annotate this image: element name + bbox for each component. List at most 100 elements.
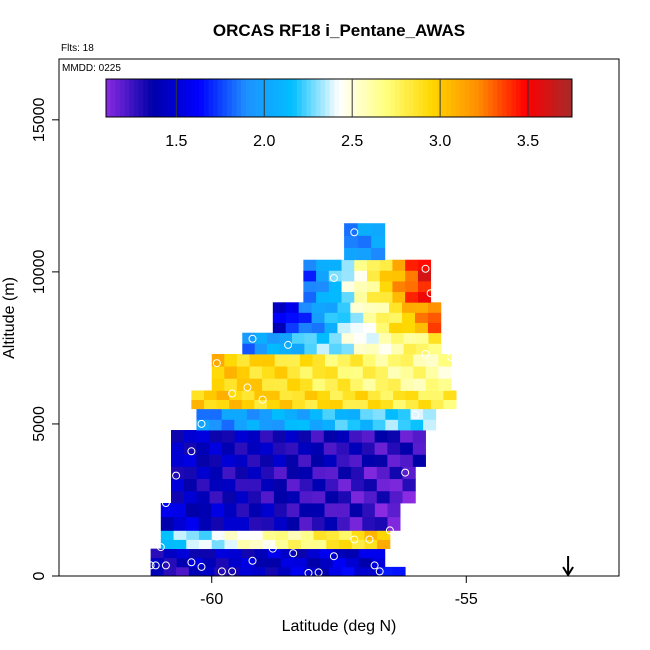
heatmap-cell: [374, 454, 388, 467]
colorbar-segment: [380, 79, 387, 117]
sample-point: [212, 532, 221, 541]
heatmap-cell: [209, 419, 223, 431]
heatmap-cell: [341, 566, 355, 577]
colorbar-segment: [399, 79, 405, 117]
heatmap-cell: [249, 530, 264, 540]
heatmap-cell: [349, 516, 363, 531]
heatmap-cell: [374, 503, 388, 518]
heatmap-cell: [341, 343, 355, 355]
heatmap-cell: [362, 516, 376, 531]
sample-point: [329, 552, 338, 561]
heatmap-cell: [350, 302, 364, 313]
heatmap-cell: [336, 442, 350, 455]
heatmap-cell: [311, 503, 325, 518]
heatmap-cell: [150, 566, 164, 577]
sample-point: [411, 410, 420, 419]
heatmap-cell: [402, 312, 416, 323]
heatmap-cell: [360, 408, 374, 420]
heatmap-cell: [371, 557, 386, 568]
sample-point: [161, 561, 170, 570]
colorbar-segment: [245, 79, 251, 117]
heatmap-cell: [376, 478, 391, 492]
heatmap-cell: [183, 478, 198, 492]
heatmap-cell: [410, 419, 424, 431]
heatmap-cell: [303, 291, 317, 303]
heatmap-cell: [241, 390, 255, 401]
heatmap-cell: [427, 302, 442, 313]
heatmap-cell: [400, 378, 414, 391]
heatmap-cell: [272, 419, 285, 431]
heatmap-cell: [236, 366, 250, 379]
heatmap-cell: [385, 419, 399, 431]
heatmap-cell: [242, 343, 256, 355]
heatmap-cell: [311, 322, 325, 334]
heatmap-cell: [248, 503, 262, 518]
heatmap-cell: [224, 530, 238, 540]
heatmap-cell: [430, 399, 444, 410]
heatmap-cell: [247, 430, 261, 443]
heatmap-cell: [273, 478, 288, 492]
colorbar-tick-label: 1.5: [165, 133, 187, 150]
heatmap-cell: [332, 548, 347, 559]
heatmap-cell: [211, 516, 225, 531]
heatmap-cell: [425, 353, 439, 367]
heatmap-cell: [379, 270, 393, 282]
heatmap-cell: [248, 466, 262, 480]
heatmap-cell: [234, 408, 248, 420]
heatmap-cell: [163, 548, 178, 559]
heatmap-cell: [350, 378, 364, 391]
y-axis: 0 5000 10000 15000: [31, 97, 59, 580]
sample-point: [151, 561, 160, 570]
colorbar-segment: [520, 79, 526, 117]
heatmap-cell: [325, 366, 339, 379]
heatmap-cell: [362, 366, 376, 379]
colorbar-segment: [166, 79, 172, 117]
heatmap-cell: [357, 247, 372, 261]
heatmap-cell: [280, 557, 295, 568]
heatmap-cell: [221, 419, 235, 431]
heatmap-cell: [400, 442, 414, 455]
colorbar-segment: [129, 79, 135, 117]
colorbar-segment: [297, 79, 303, 117]
y-tick-label: 5000: [31, 406, 48, 442]
heatmap-cell: [285, 454, 299, 467]
heatmap-cell: [405, 259, 419, 271]
heatmap-cell: [303, 566, 317, 577]
heatmap-cell: [150, 548, 165, 559]
colorbar-segment: [343, 79, 349, 117]
heatmap-cell: [284, 408, 298, 420]
heatmap-cell: [372, 419, 386, 431]
heatmap-cell: [312, 378, 326, 391]
heatmap-cell: [300, 530, 314, 540]
heatmap-cell: [339, 539, 353, 550]
heatmap-cell: [341, 281, 355, 293]
colorbar-segment: [366, 79, 373, 117]
heatmap-cell: [247, 442, 261, 455]
heatmap-cell: [236, 516, 250, 531]
sample-point: [421, 264, 430, 273]
heatmap-cell: [413, 353, 427, 367]
heatmap-cell: [227, 566, 241, 577]
heatmap-cell: [378, 332, 392, 344]
heatmap-cell: [235, 478, 249, 492]
heatmap-cell: [328, 270, 342, 282]
colorbar-segment: [255, 79, 261, 117]
heatmap-cell: [417, 281, 432, 293]
heatmap-cell: [363, 322, 377, 334]
sample-point: [401, 468, 410, 477]
heatmap-cell: [402, 322, 416, 334]
heatmap-cell: [189, 557, 204, 568]
heatmap-cell: [351, 490, 365, 504]
heatmap-cell: [234, 430, 248, 443]
heatmap-cell: [414, 312, 429, 323]
heatmap-cell: [292, 399, 306, 410]
heatmap-cell: [350, 322, 364, 334]
heatmap-cell: [392, 281, 406, 293]
heatmap-cell: [354, 291, 368, 303]
sample-point: [156, 543, 165, 552]
heatmap-cell: [254, 557, 269, 568]
heatmap-cell: [355, 390, 369, 401]
heatmap-cell: [358, 548, 373, 559]
heatmap-cell: [389, 466, 403, 480]
colorbar-segment: [474, 79, 480, 117]
